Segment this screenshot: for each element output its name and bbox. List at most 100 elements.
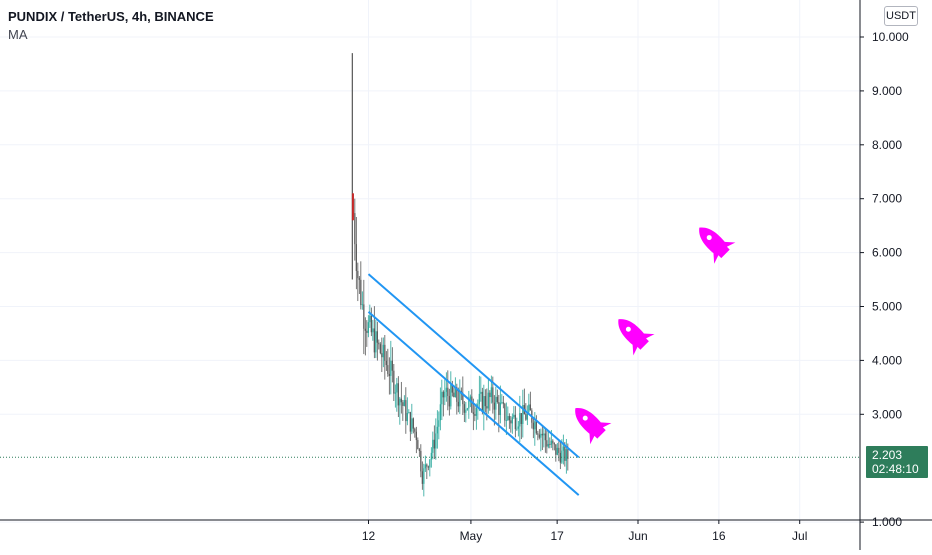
candle-body <box>394 392 396 394</box>
candle-body <box>444 391 446 398</box>
candle-body <box>409 412 411 432</box>
price-axis-label: 1.000 <box>872 515 902 529</box>
candle-body <box>445 387 447 392</box>
candle-body <box>543 433 545 436</box>
candle-body <box>400 398 402 403</box>
candle-body <box>520 413 522 424</box>
last-price-value: 2.203 <box>872 448 903 462</box>
candle-body <box>433 439 435 449</box>
candle-body <box>564 446 566 461</box>
candle-body <box>483 396 485 412</box>
candle-body <box>423 468 425 484</box>
candle-body <box>412 418 414 429</box>
candle-body <box>411 418 413 432</box>
candle-body <box>486 406 488 409</box>
candle-body <box>538 434 540 438</box>
candle-body <box>490 387 492 398</box>
candle-body <box>457 401 459 407</box>
rocket-icon <box>618 319 655 356</box>
candle-body <box>525 414 527 420</box>
rockets <box>575 227 736 445</box>
price-axis-label: 9.000 <box>872 84 902 98</box>
candle-body <box>396 383 398 393</box>
time-axis-label: Jun <box>628 529 647 543</box>
time-axis-label: 12 <box>362 529 376 543</box>
time-axis-label: Jul <box>792 529 807 543</box>
bar-countdown: 02:48:10 <box>872 462 919 476</box>
time-axis-label: 17 <box>550 529 564 543</box>
candle-body <box>384 344 386 361</box>
candle-body <box>448 396 450 407</box>
candle-body <box>555 444 557 455</box>
candle-body <box>364 328 366 331</box>
candle-body <box>456 387 458 402</box>
price-axis-label: 7.000 <box>872 192 902 206</box>
candle-body <box>556 447 558 455</box>
candle-body <box>447 387 449 397</box>
candle-body <box>550 440 552 445</box>
candle-body <box>507 416 509 421</box>
symbol-title[interactable]: PUNDIX / TetherUS, 4h, BINANCE <box>8 9 214 24</box>
candle-body <box>553 443 555 445</box>
candle-body <box>517 426 519 429</box>
candle-body <box>540 433 542 438</box>
candle-body <box>432 439 434 453</box>
price-axis-label: 10.000 <box>872 30 909 44</box>
candle-body <box>561 450 563 463</box>
candle-body <box>435 433 437 449</box>
indicator-ma-label[interactable]: MA <box>8 27 28 42</box>
candle-body <box>481 391 483 412</box>
candle-body <box>441 391 443 405</box>
candle-body <box>487 392 489 409</box>
candle-body <box>516 428 518 430</box>
rocket-window <box>625 326 631 332</box>
candle-body <box>355 244 357 271</box>
candle-body <box>532 422 534 430</box>
candle-body <box>549 443 551 445</box>
candle-body <box>354 213 356 245</box>
candle-body <box>381 353 383 358</box>
candle-body <box>382 344 384 358</box>
trendline[interactable] <box>367 273 580 459</box>
candle-body <box>459 390 461 407</box>
rocket-body <box>618 319 655 356</box>
candle-body <box>511 417 513 424</box>
candle-body <box>472 412 474 415</box>
rocket-window <box>582 415 588 421</box>
candle-body <box>417 440 419 450</box>
candle-body <box>451 384 453 393</box>
chart-legend: PUNDIX / TetherUS, 4h, BINANCE MA <box>8 8 214 44</box>
candle-body <box>436 426 438 434</box>
candle-body <box>471 396 473 413</box>
rocket-body <box>699 227 736 264</box>
candle-body <box>375 331 377 353</box>
candle-body <box>502 402 504 404</box>
candle-body <box>403 400 405 406</box>
time-axis-label: May <box>460 529 483 543</box>
candle-body <box>562 446 564 451</box>
candles <box>351 53 569 497</box>
candle-body <box>468 399 470 409</box>
candle-body <box>424 464 426 469</box>
trendlines[interactable] <box>367 273 580 496</box>
candle-body <box>376 331 378 343</box>
grid <box>0 0 860 523</box>
price-axis-label: 3.000 <box>872 407 902 421</box>
candle-body <box>501 402 503 404</box>
candle-body <box>484 396 486 407</box>
trendline[interactable] <box>367 311 580 496</box>
currency-button[interactable]: USDT <box>884 6 918 26</box>
candle-body <box>379 344 381 354</box>
candle-body <box>363 304 365 329</box>
candle-body <box>552 440 554 444</box>
candle-body <box>358 278 360 280</box>
candle-body <box>466 408 468 410</box>
candle-body <box>522 405 524 424</box>
last-price-tag: 2.203 02:48:10 <box>866 446 928 478</box>
price-axis-label: 5.000 <box>872 300 902 314</box>
candle-body <box>492 387 494 403</box>
candle-body <box>369 315 371 323</box>
